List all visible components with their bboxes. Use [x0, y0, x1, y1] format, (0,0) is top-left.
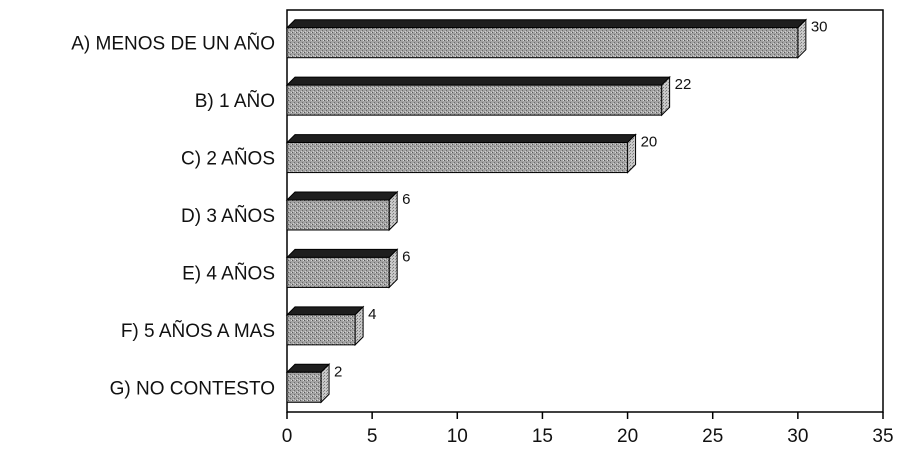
category-label-0: A) MENOS DE UN AÑO — [71, 33, 275, 55]
bar-top-1 — [285, 76, 671, 86]
data-label-5: 4 — [368, 306, 376, 323]
x-tick-label-7: 35 — [872, 426, 893, 447]
bar-4 — [285, 248, 399, 289]
category-label-2: C) 2 AÑOS — [181, 148, 275, 170]
bar-top-5 — [285, 306, 365, 316]
bar-front-4 — [286, 256, 390, 288]
data-labels: 30 22 20 6 6 4 2 — [334, 19, 827, 381]
category-label-3: D) 3 AÑOS — [181, 205, 275, 227]
category-label-1: B) 1 AÑO — [195, 90, 275, 112]
category-labels: A) MENOS DE UN AÑO B) 1 AÑO C) 2 AÑOS D) 3 … — [71, 33, 275, 400]
x-tick-label-2: 10 — [447, 426, 468, 447]
category-label-6: G) NO CONTESTO — [110, 378, 275, 399]
bars — [285, 18, 808, 404]
bar-top-4 — [285, 248, 399, 258]
bar-front-0 — [286, 27, 799, 59]
category-label-4: E) 4 AÑOS — [182, 262, 275, 284]
bar-6 — [285, 363, 331, 404]
data-label-3: 6 — [402, 191, 410, 208]
x-tick-label-0: 0 — [282, 426, 293, 447]
bar-top-0 — [285, 19, 808, 29]
data-label-6: 2 — [334, 363, 342, 380]
data-label-0: 30 — [811, 19, 828, 36]
bar-front-5 — [286, 314, 356, 346]
bar-5 — [285, 305, 365, 347]
bar-front-3 — [286, 199, 390, 231]
x-tick-label-1: 5 — [367, 426, 378, 447]
category-label-5: F) 5 AÑOS A MAS — [121, 320, 275, 342]
x-axis: 0 5 10 15 20 25 30 35 — [282, 412, 894, 447]
x-tick-label-6: 30 — [787, 426, 808, 447]
bar-0 — [285, 18, 808, 59]
data-label-1: 22 — [675, 76, 692, 93]
bar-2 — [285, 133, 637, 174]
bar-top-2 — [285, 134, 637, 144]
data-label-4: 6 — [402, 248, 410, 265]
bar-top-3 — [285, 191, 399, 201]
bar-front-2 — [286, 142, 629, 174]
x-tick-label-5: 25 — [702, 426, 723, 447]
x-tick-label-4: 20 — [617, 426, 638, 447]
bar-front-1 — [286, 84, 663, 116]
bar-3 — [285, 190, 399, 232]
bar-front-6 — [286, 371, 322, 403]
bar-1 — [285, 75, 671, 117]
data-label-2: 20 — [641, 134, 658, 151]
x-tick-label-3: 15 — [532, 426, 553, 447]
